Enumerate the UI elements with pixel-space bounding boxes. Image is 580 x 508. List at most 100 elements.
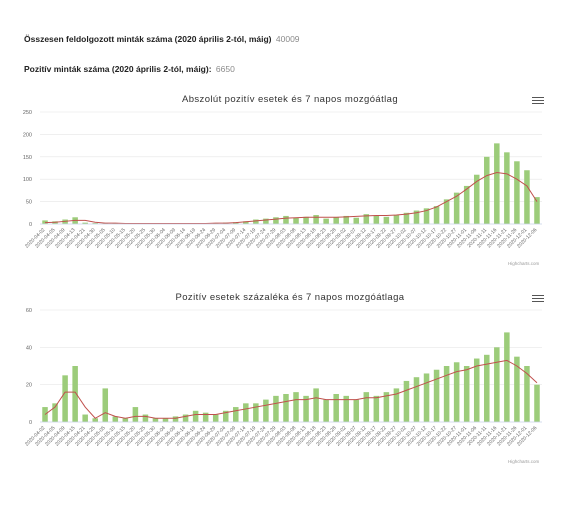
data-bar[interactable] bbox=[534, 384, 540, 422]
data-bar[interactable] bbox=[423, 373, 430, 422]
data-bar[interactable] bbox=[484, 156, 490, 224]
data-bar[interactable] bbox=[72, 366, 78, 422]
data-bar[interactable] bbox=[303, 395, 309, 422]
data-bar[interactable] bbox=[413, 210, 420, 224]
data-bar[interactable] bbox=[453, 192, 460, 224]
data-bar[interactable] bbox=[122, 418, 129, 422]
data-bar[interactable] bbox=[504, 152, 510, 224]
data-bar[interactable] bbox=[253, 219, 259, 224]
data-bar[interactable] bbox=[253, 403, 259, 422]
moving-average-line[interactable] bbox=[44, 171, 538, 225]
data-bar[interactable] bbox=[142, 414, 149, 422]
data-bar[interactable] bbox=[494, 347, 500, 422]
data-bar[interactable] bbox=[463, 185, 470, 224]
data-bar[interactable] bbox=[293, 392, 299, 422]
chart-menu-button[interactable] bbox=[532, 95, 544, 105]
positive-samples-stat: Pozitív minták száma (2020 április 2-tól… bbox=[24, 64, 235, 74]
y-tick-label: 250 bbox=[23, 110, 32, 116]
data-bar[interactable] bbox=[92, 223, 98, 224]
data-bar[interactable] bbox=[162, 418, 169, 422]
data-bar[interactable] bbox=[233, 407, 239, 422]
data-bar[interactable] bbox=[313, 215, 319, 224]
data-bar[interactable] bbox=[102, 388, 109, 422]
positive-percentage-chart: Pozitív esetek százaléka és 7 napos mozg… bbox=[0, 284, 580, 470]
data-bar[interactable] bbox=[363, 392, 370, 422]
y-tick-label: 40 bbox=[26, 345, 32, 351]
data-bar[interactable] bbox=[333, 394, 339, 422]
data-bar[interactable] bbox=[353, 217, 360, 224]
data-bar[interactable] bbox=[473, 174, 480, 224]
y-tick-label: 20 bbox=[26, 383, 32, 389]
data-bar[interactable] bbox=[283, 394, 289, 422]
data-bar[interactable] bbox=[373, 395, 380, 422]
data-bar[interactable] bbox=[383, 216, 390, 224]
data-bar[interactable] bbox=[202, 412, 209, 422]
data-bar[interactable] bbox=[393, 388, 400, 422]
moving-average-line[interactable] bbox=[44, 359, 538, 419]
data-bar[interactable] bbox=[323, 399, 329, 422]
data-bar[interactable] bbox=[443, 366, 450, 422]
data-bar[interactable] bbox=[514, 356, 520, 422]
data-bar[interactable] bbox=[343, 215, 349, 224]
data-bar[interactable] bbox=[263, 399, 269, 422]
hamburger-menu-icon bbox=[532, 96, 544, 99]
data-bar[interactable] bbox=[403, 380, 410, 422]
data-bar[interactable] bbox=[473, 358, 480, 422]
data-bar[interactable] bbox=[313, 388, 319, 422]
data-bar[interactable] bbox=[243, 221, 249, 224]
y-tick-label: 50 bbox=[26, 200, 32, 206]
data-bar[interactable] bbox=[443, 199, 450, 224]
data-bar[interactable] bbox=[504, 332, 510, 422]
data-bar[interactable] bbox=[82, 414, 88, 422]
data-bar[interactable] bbox=[62, 375, 68, 422]
data-bar[interactable] bbox=[92, 418, 98, 422]
data-bar[interactable] bbox=[494, 143, 500, 224]
data-bar[interactable] bbox=[363, 214, 370, 224]
data-bar[interactable] bbox=[263, 218, 269, 224]
data-bar[interactable] bbox=[514, 161, 520, 224]
data-bar[interactable] bbox=[333, 217, 339, 224]
data-bar[interactable] bbox=[283, 215, 289, 224]
data-bar[interactable] bbox=[243, 403, 249, 422]
y-tick-label: 200 bbox=[23, 132, 32, 138]
data-bar[interactable] bbox=[82, 222, 88, 224]
data-bar[interactable] bbox=[293, 217, 299, 224]
data-bar[interactable] bbox=[273, 395, 279, 422]
processed-samples-value: 40009 bbox=[275, 34, 300, 44]
data-bar[interactable] bbox=[433, 206, 440, 224]
data-bar[interactable] bbox=[484, 354, 490, 422]
data-bar[interactable] bbox=[534, 197, 540, 224]
data-bar[interactable] bbox=[423, 208, 430, 224]
data-bar[interactable] bbox=[403, 212, 410, 224]
data-bar[interactable] bbox=[463, 366, 470, 422]
data-bar[interactable] bbox=[303, 216, 309, 224]
highcharts-credit[interactable]: Highcharts.com bbox=[508, 261, 540, 266]
data-bar[interactable] bbox=[524, 366, 530, 422]
y-tick-label: 100 bbox=[23, 177, 32, 183]
highcharts-credit[interactable]: Highcharts.com bbox=[508, 459, 540, 464]
data-bar[interactable] bbox=[383, 392, 390, 422]
data-bar[interactable] bbox=[172, 416, 179, 422]
chart-title: Pozitív esetek százaléka és 7 napos mozg… bbox=[176, 292, 405, 303]
chart-title: Abszolút pozitív esetek és 7 napos mozgó… bbox=[182, 94, 398, 105]
data-bar[interactable] bbox=[192, 410, 199, 422]
data-bar[interactable] bbox=[212, 414, 219, 422]
data-bar[interactable] bbox=[152, 418, 159, 422]
absolute-positive-chart-svg: Abszolút pozitív esetek és 7 napos mozgó… bbox=[23, 94, 542, 250]
data-bar[interactable] bbox=[52, 403, 58, 422]
data-bar[interactable] bbox=[413, 377, 420, 422]
data-bar[interactable] bbox=[453, 362, 460, 422]
data-bar[interactable] bbox=[222, 410, 229, 422]
data-bar[interactable] bbox=[373, 215, 380, 224]
data-bar[interactable] bbox=[393, 215, 400, 224]
data-bar[interactable] bbox=[323, 218, 329, 224]
data-bar[interactable] bbox=[132, 407, 139, 422]
data-bar[interactable] bbox=[433, 369, 440, 422]
data-bar[interactable] bbox=[343, 395, 349, 422]
data-bar[interactable] bbox=[524, 170, 530, 224]
data-bar[interactable] bbox=[353, 399, 360, 422]
data-bar[interactable] bbox=[273, 217, 279, 224]
data-bar[interactable] bbox=[112, 416, 119, 422]
data-bar[interactable] bbox=[182, 414, 189, 422]
chart-menu-button[interactable] bbox=[532, 293, 544, 303]
